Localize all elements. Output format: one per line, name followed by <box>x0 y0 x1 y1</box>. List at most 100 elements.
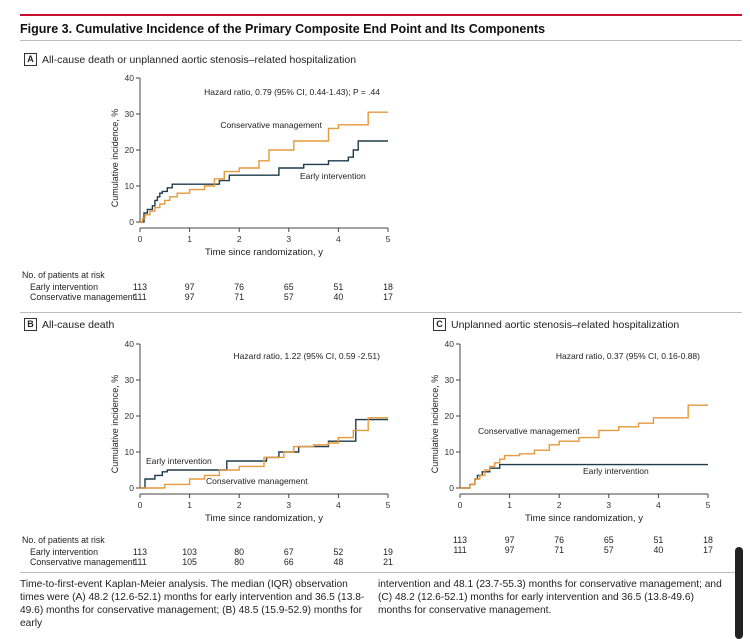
panel-a-risk-value: 57 <box>283 292 294 302</box>
panel-a-series-conservative-management <box>140 111 388 223</box>
panel-c-y-tick-label: 10 <box>445 447 455 457</box>
panel-a-risk-value: 40 <box>333 292 344 302</box>
caption-right: intervention and 48.1 (23.7-55.3) months… <box>378 579 722 616</box>
panel-a-risk-value: 51 <box>333 282 344 292</box>
title-accent-line <box>20 14 742 16</box>
panel-c-series-label: Early intervention <box>583 466 649 476</box>
panel-a-risk-title: No. of patients at risk <box>22 270 105 280</box>
panel-a-title: All-cause death or unplanned aortic sten… <box>42 53 357 66</box>
panel-c-y-tick-label: 30 <box>445 375 455 385</box>
panel-a-header: A All-cause death or unplanned aortic st… <box>24 53 356 66</box>
panel-c-x-tick-label: 3 <box>606 500 611 510</box>
panel-b-y-tick-label: 0 <box>129 483 134 493</box>
panel-c-title: Unplanned aortic stenosis–related hospit… <box>451 318 680 331</box>
panel-b-x-tick-label: 0 <box>138 500 143 510</box>
panel-b-x-tick-label: 2 <box>237 500 242 510</box>
panel-c-risk-value: 76 <box>554 535 565 545</box>
panel-b-risk-value: 103 <box>182 547 197 557</box>
panel-b-hazard-ratio: Hazard ratio, 1.22 (95% CI, 0.59 -2.51) <box>234 351 381 361</box>
panel-c-risk-value: 71 <box>554 545 565 555</box>
panel-c-series-conservative-management <box>460 404 708 489</box>
panel-a-series-label: Early intervention <box>300 171 366 181</box>
panel-b-title: All-cause death <box>42 318 115 331</box>
panel-a-y-tick-label: 20 <box>125 145 135 155</box>
panel-b-risk-value: 80 <box>234 547 245 557</box>
panel-c-risk-value: 40 <box>653 545 664 555</box>
panel-a-risk-row-label: Early intervention <box>30 282 98 292</box>
panel-a-x-tick-label: 3 <box>286 234 291 244</box>
panel-a-y-tick-label: 40 <box>125 73 135 83</box>
panel-a-y-axis-label: Cumulative incidence, % <box>110 109 120 208</box>
panel-c-x-tick-label: 2 <box>557 500 562 510</box>
panel-b-risk-value: 19 <box>383 547 393 557</box>
panel-b-risk-value: 48 <box>333 557 344 567</box>
panel-b-risk-row-label: Conservative management <box>30 557 136 567</box>
panel-c-chart: 0 10 20 30 40 0 1 2 3 4 5 Time since randomization,… <box>430 339 711 524</box>
panel-a-y-tick-label: 0 <box>129 217 134 227</box>
panel-a-x-tick-label: 5 <box>386 234 391 244</box>
panel-c-risk-value: 51 <box>653 535 664 545</box>
panel-b-risk-value: 21 <box>383 557 393 567</box>
panel-a-y-tick-label: 30 <box>125 109 135 119</box>
panel-c-risk-value: 57 <box>603 545 614 555</box>
panel-a-risk-value: 97 <box>184 282 195 292</box>
panel-a-x-tick-label: 0 <box>138 234 143 244</box>
panel-a-x-axis-label: Time since randomization, y <box>205 247 323 258</box>
panel-a-risk-row-label: Conservative management <box>30 292 136 302</box>
panel-a-hazard-ratio: Hazard ratio, 0.79 (95% CI, 0.44-1.43); … <box>204 87 380 97</box>
panel-divider <box>20 312 742 313</box>
panel-c-risk-table: 113 97 76 65 51 18 111 97 71 57 40 17 <box>0 535 750 565</box>
panel-b-risk-value: 67 <box>283 547 294 557</box>
panel-a-x-tick-label: 2 <box>237 234 242 244</box>
panel-c-x-tick-label: 5 <box>706 500 711 510</box>
caption-divider <box>20 572 742 573</box>
panel-b-risk-value: 105 <box>182 557 197 567</box>
panel-a-chart: 0 10 20 30 40 0 1 2 3 4 5 Time since randomization,… <box>110 73 391 258</box>
panel-b-y-tick-label: 40 <box>125 339 135 349</box>
panel-a-risk-value: 65 <box>283 282 294 292</box>
panel-c-risk-value: 97 <box>504 545 515 555</box>
panel-c-y-tick-label: 20 <box>445 411 455 421</box>
panel-a-x-tick-label: 4 <box>336 234 341 244</box>
panel-c-x-axis-label: Time since randomization, y <box>525 513 643 524</box>
title-divider <box>20 40 742 41</box>
panel-b-y-axis-label: Cumulative incidence, % <box>110 375 120 474</box>
panel-a-risk-value: 17 <box>383 292 393 302</box>
panel-b-y-tick-label: 10 <box>125 447 135 457</box>
panel-b-risk-value: 113 <box>132 547 148 557</box>
panel-c-risk-value: 17 <box>703 545 713 555</box>
panel-a-risk-value: 113 <box>132 282 148 292</box>
panel-c-risk-value: 65 <box>603 535 614 545</box>
panel-b-x-tick-label: 4 <box>336 500 341 510</box>
panel-c-risk-value: 111 <box>453 545 467 555</box>
panel-b-risk-value: 80 <box>234 557 245 567</box>
panel-a-risk-value: 111 <box>133 292 147 302</box>
panel-a-series-label: Conservative management <box>220 120 322 130</box>
panel-b-header: B All-cause death <box>24 318 114 331</box>
panel-c-risk-value: 97 <box>504 535 515 545</box>
panel-b-risk-title: No. of patients at risk <box>22 535 105 545</box>
panel-a-series-early-intervention <box>140 140 388 223</box>
panel-b-x-tick-label: 3 <box>286 500 291 510</box>
panel-c-hazard-ratio: Hazard ratio, 0.37 (95% CI, 0.16-0.88) <box>556 351 700 361</box>
panel-c-risk-value: 18 <box>703 535 713 545</box>
panel-c-y-axis-label: Cumulative incidence, % <box>430 375 440 474</box>
panel-c-x-tick-label: 0 <box>458 500 463 510</box>
panel-b-y-tick-label: 20 <box>125 411 135 421</box>
panel-b-risk-value: 66 <box>283 557 294 567</box>
panel-b-x-tick-label: 5 <box>386 500 391 510</box>
panel-b-chart: 0 10 20 30 40 0 1 2 3 4 5 Time since randomization,… <box>110 339 391 524</box>
panel-b-y-tick-label: 30 <box>125 375 135 385</box>
panel-a-risk-table: No. of patients at risk Early interventio… <box>0 270 750 310</box>
panel-b-risk-value: 111 <box>133 557 147 567</box>
panel-a-risk-value: 97 <box>184 292 195 302</box>
panel-c-header: C Unplanned aortic stenosis–related hosp… <box>433 318 679 331</box>
caption-left: Time-to-first-event Kaplan-Meier analysi… <box>20 579 365 629</box>
panel-b-series-conservative-management <box>140 417 388 489</box>
panel-c-y-tick-label: 40 <box>445 339 455 349</box>
panel-c-letter: C <box>433 318 446 331</box>
panel-b-letter: B <box>24 318 37 331</box>
scrollbar-thumb[interactable] <box>735 547 743 639</box>
panel-b-risk-table: No. of patients at risk Early interventio… <box>0 535 750 567</box>
panel-c-x-tick-label: 4 <box>656 500 661 510</box>
